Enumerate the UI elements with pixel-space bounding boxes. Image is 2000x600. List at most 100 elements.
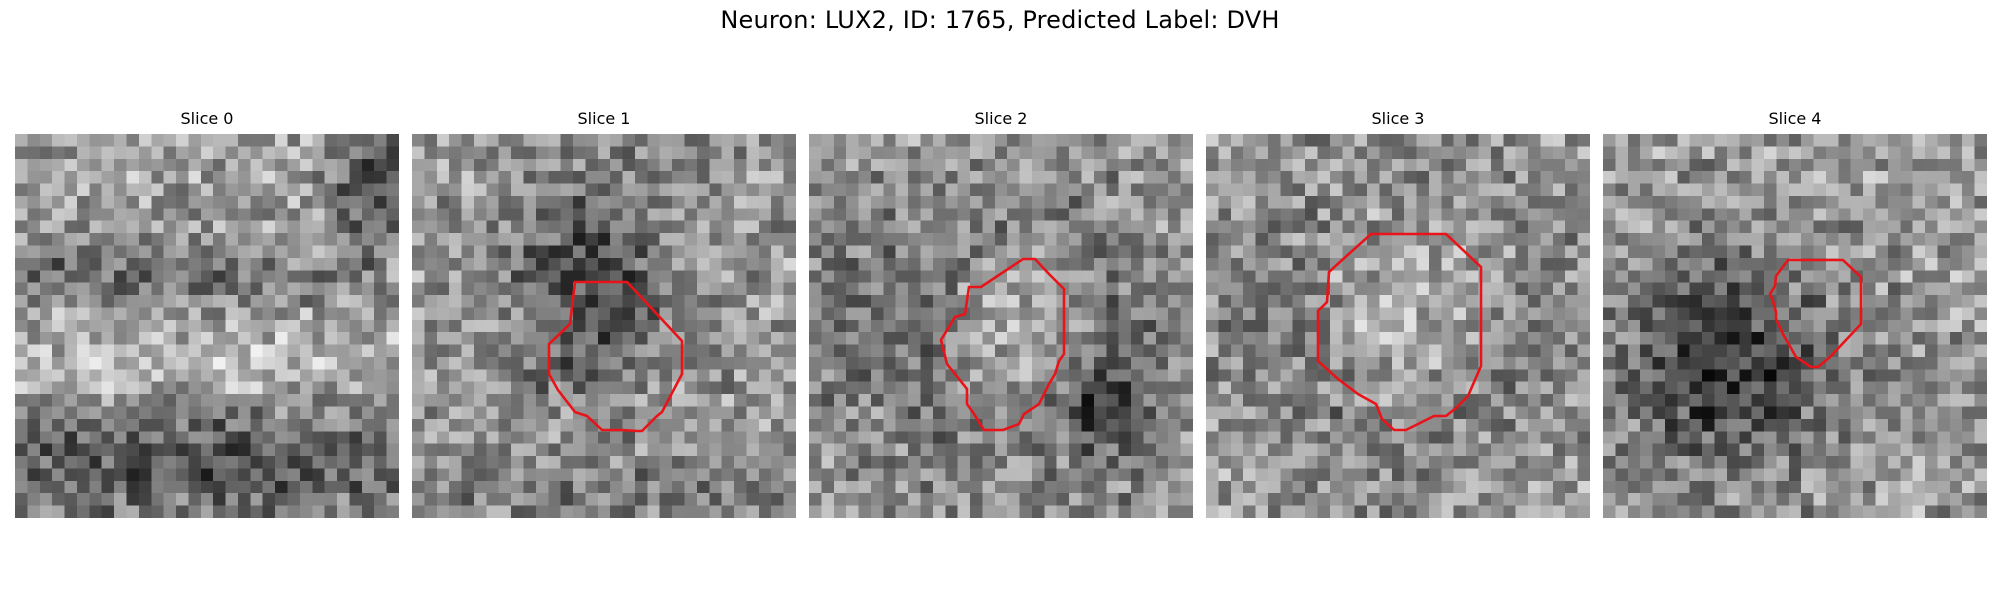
pixel <box>361 146 375 160</box>
pixel <box>696 344 710 358</box>
pixel <box>970 270 984 284</box>
pixel <box>1640 307 1654 321</box>
pixel <box>1714 195 1728 209</box>
pixel <box>696 394 710 408</box>
pixel <box>573 158 587 172</box>
pixel <box>374 443 388 457</box>
pixel <box>1739 295 1753 309</box>
pixel <box>1627 208 1641 222</box>
pixel <box>920 158 934 172</box>
pixel <box>188 431 202 445</box>
pixel <box>1044 208 1058 222</box>
pixel <box>1329 418 1343 432</box>
pixel <box>809 295 822 309</box>
pixel <box>39 307 53 321</box>
pixel <box>1280 245 1294 259</box>
pixel <box>275 394 289 408</box>
pixel <box>436 282 450 296</box>
pixel <box>1044 146 1058 160</box>
pixel <box>672 394 686 408</box>
pixel <box>1404 208 1418 222</box>
pixel <box>858 307 872 321</box>
pixel <box>225 480 239 494</box>
pixel <box>809 158 822 172</box>
pixel <box>436 381 450 395</box>
pixel <box>1007 220 1021 234</box>
pixel <box>1751 394 1765 408</box>
pixel <box>1428 431 1442 445</box>
pixel <box>1677 245 1691 259</box>
pixel <box>1218 406 1232 420</box>
pixel <box>945 431 959 445</box>
pixel <box>337 431 351 445</box>
pixel <box>1478 480 1492 494</box>
pixel <box>597 220 611 234</box>
pixel <box>1155 257 1169 271</box>
pixel <box>337 443 351 457</box>
pixel <box>1056 146 1070 160</box>
pixel <box>225 443 239 457</box>
pixel <box>1280 233 1294 247</box>
pixel <box>1640 158 1654 172</box>
pixel <box>821 406 835 420</box>
pixel <box>1949 344 1963 358</box>
pixel <box>1813 158 1827 172</box>
pixel <box>1379 468 1393 482</box>
pixel <box>1850 418 1864 432</box>
slice-image-4 <box>1603 134 1987 518</box>
pixel <box>634 369 648 383</box>
pixel <box>994 406 1008 420</box>
pixel <box>126 505 140 518</box>
pixel <box>1875 344 1889 358</box>
pixel <box>237 220 251 234</box>
pixel <box>76 356 90 370</box>
pixel <box>1044 332 1058 346</box>
pixel <box>982 195 996 209</box>
pixel <box>262 369 276 383</box>
pixel <box>126 295 140 309</box>
pixel <box>597 171 611 185</box>
pixel <box>287 134 301 147</box>
pixel <box>846 295 860 309</box>
pixel <box>1155 456 1169 470</box>
pixel <box>846 493 860 507</box>
pixel <box>597 183 611 197</box>
pixel <box>498 282 512 296</box>
pixel <box>746 158 760 172</box>
pixel <box>1603 431 1616 445</box>
pixel <box>1838 319 1852 333</box>
pixel <box>1739 158 1753 172</box>
pixel <box>1974 381 1987 395</box>
pixel <box>573 245 587 259</box>
pixel <box>1490 505 1504 518</box>
pixel <box>412 183 425 197</box>
pixel <box>1813 183 1827 197</box>
pixel <box>176 505 190 518</box>
pixel <box>1615 344 1629 358</box>
pixel <box>684 158 698 172</box>
pixel <box>1305 208 1319 222</box>
pixel <box>696 406 710 420</box>
pixel <box>846 233 860 247</box>
pixel <box>573 319 587 333</box>
pixel <box>1342 319 1356 333</box>
pixel <box>1031 319 1045 333</box>
pixel <box>1702 369 1716 383</box>
pixel <box>734 208 748 222</box>
pixel <box>1825 344 1839 358</box>
pixel <box>1739 431 1753 445</box>
pixel <box>511 257 525 271</box>
pixel <box>1577 208 1590 222</box>
pixel <box>312 319 326 333</box>
pixel <box>138 456 152 470</box>
pixel <box>1056 171 1070 185</box>
pixel <box>76 257 90 271</box>
pixel <box>1850 505 1864 518</box>
pixel <box>1577 406 1590 420</box>
pixel <box>1863 134 1877 147</box>
pixel <box>634 406 648 420</box>
pixel <box>374 381 388 395</box>
slice-title: Slice 0 <box>180 109 234 128</box>
pixel <box>721 195 735 209</box>
pixel <box>1949 319 1963 333</box>
